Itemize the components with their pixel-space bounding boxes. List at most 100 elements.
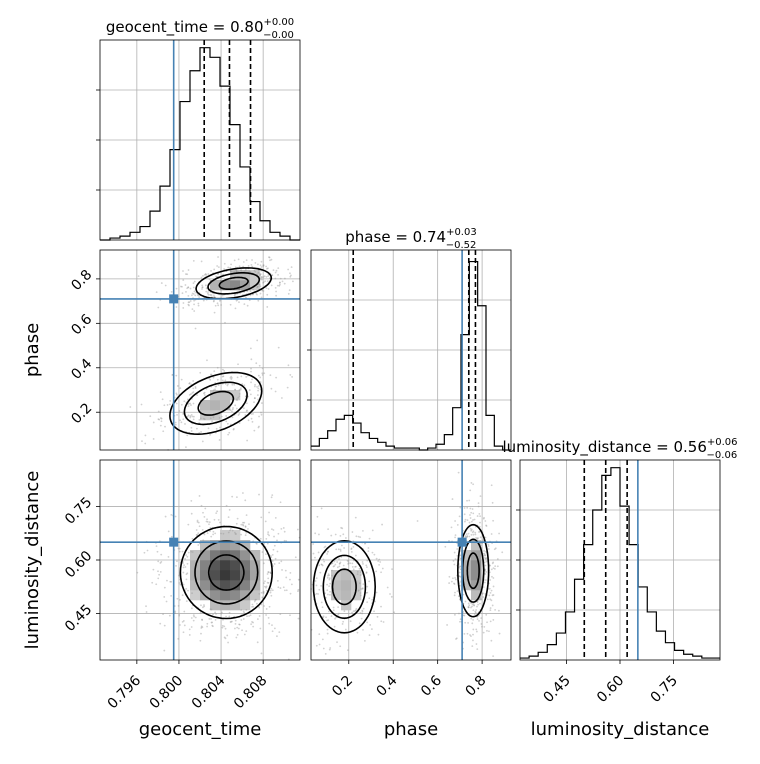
histogram-bar [210,57,220,240]
scatter-point [187,589,189,592]
scatter-point [279,613,282,616]
scatter-point [267,617,270,619]
scatter-point [182,566,185,569]
scatter-point [240,533,242,536]
histogram-bar [250,202,260,240]
y-tick-label: 0.45 [62,602,95,635]
scatter-point [212,533,215,536]
histogram-bar [486,415,494,450]
scatter-point [256,385,258,388]
scatter-point [326,632,329,635]
scatter-point [485,560,488,563]
scatter-point [271,560,274,562]
scatter-point [239,388,242,391]
histogram-bar [170,150,180,240]
scatter-point [265,585,268,588]
scatter-point [352,610,355,613]
scatter-point [462,614,465,617]
scatter-point [318,533,320,536]
scatter-point [259,264,262,267]
scatter-point [477,505,480,508]
scatter-point [458,565,461,568]
scatter-point [268,511,270,514]
scatter-point [472,618,474,621]
scatter-point [270,594,273,597]
scatter-point [229,266,232,269]
density-cell [230,550,241,561]
scatter-point [246,409,248,412]
scatter-point [266,542,269,545]
scatter-point [210,621,213,624]
scatter-point [244,269,247,272]
scatter-point [260,266,263,268]
scatter-point [362,563,364,565]
scatter-point [478,525,481,528]
scatter-point [477,603,480,606]
scatter-point [174,421,177,424]
scatter-point [232,428,235,431]
scatter-point [483,556,486,559]
scatter-point [192,614,195,617]
scatter-point [373,553,376,556]
density-cell [230,270,241,281]
scatter-point [250,358,253,361]
scatter-point [208,523,210,526]
scatter-point [324,545,327,548]
density-cell [210,550,221,561]
scatter-point [481,593,484,595]
scatter-point [266,306,269,308]
scatter-point [213,295,215,297]
scatter-point [497,609,500,612]
y-tick-label: 0.60 [62,548,95,581]
scatter-point [331,562,334,565]
scatter-point [261,289,264,292]
scatter-point [170,594,173,597]
scatter-point [260,296,263,299]
scatter-point [248,389,251,391]
scatter-point [341,527,344,530]
scatter-point [489,607,492,609]
density-cell [230,540,241,551]
scatter-point [287,364,290,367]
histogram-bar [593,510,602,660]
density-cell [220,590,231,601]
scatter-point [276,284,279,287]
scatter-point [277,267,280,270]
scatter-point [265,287,268,289]
histogram-bar [378,442,386,450]
scatter-point [334,563,337,566]
scatter-point [211,624,214,627]
scatter-point [285,576,288,579]
histogram-bar [240,167,250,240]
scatter-point [257,426,260,429]
scatter-point [480,617,483,619]
scatter-point [362,628,364,631]
scatter-point [231,416,234,419]
scatter-point [206,359,208,362]
scatter-point [455,637,458,640]
histogram-bar [220,86,230,240]
scatter-point [454,576,456,579]
scatter-point [448,582,451,584]
scatter-point [228,615,231,618]
scatter-point [256,602,258,605]
scatter-point [243,384,246,387]
scatter-point [202,417,205,420]
y-tick-label: 0.2 [68,400,95,427]
scatter-point [259,274,262,276]
histogram-panel-phase [307,249,512,451]
scatter-point [254,262,257,264]
scatter-point [191,308,194,311]
scatter-point [181,292,184,295]
scatter-point [479,521,481,524]
scatter-point [212,530,215,533]
scatter-point [245,402,248,405]
density-cell [200,570,211,581]
scatter-point [489,609,492,612]
scatter-point [229,270,232,273]
scatter-point [220,415,223,418]
scatter-point [454,534,457,537]
scatter-point [365,564,368,567]
histogram-bar [230,125,240,240]
